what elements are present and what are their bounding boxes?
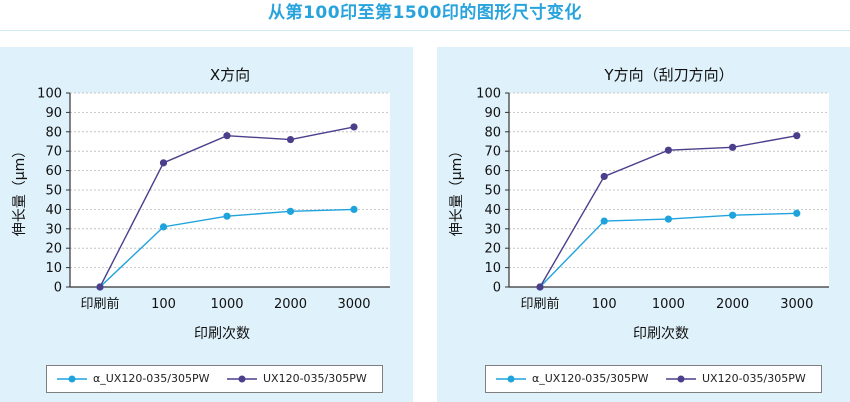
y-tick-label: 30: [45, 222, 62, 237]
y-tick-label: 40: [484, 203, 501, 218]
y-tick-label: 70: [484, 145, 501, 160]
data-point-series1: [350, 205, 358, 213]
data-point-series1: [159, 223, 168, 231]
x-tick-label: 印刷前: [520, 296, 559, 312]
legend-label-series1: α_UX120-035/305PW: [93, 372, 210, 385]
x-axis-label: 印刷次数: [633, 326, 689, 342]
data-point-series2: [350, 123, 358, 131]
data-point-series1: [286, 207, 295, 215]
data-point-series1: [223, 212, 231, 220]
data-point-series2: [159, 159, 168, 167]
legend-x: α_UX120-035/305PW UX120-035/305PW: [46, 365, 383, 393]
chart-title: X方向: [210, 66, 250, 84]
y-tick-label: 100: [476, 87, 501, 102]
chart-y-direction: 0 10 20 30 40 50 60 70 80 90 100 印刷前 100 1000 2000 3000…: [449, 66, 829, 342]
x-tick-label: 印刷前: [80, 296, 119, 312]
y-tick-label: 10: [45, 261, 62, 276]
x-tick-label: 100: [592, 297, 617, 312]
x-tick-label: 3000: [780, 297, 813, 312]
y-tick-label: 70: [45, 145, 62, 160]
y-tick-label: 20: [484, 242, 501, 257]
legend-label-series2: UX120-035/305PW: [263, 372, 367, 385]
y-axis-label: 伸长量（μm）: [449, 144, 465, 237]
x-axis-label: 印刷次数: [194, 326, 250, 342]
data-point-series2: [664, 146, 672, 154]
data-point-series2: [286, 135, 295, 144]
y-tick-label: 60: [484, 164, 501, 179]
data-point-series2: [96, 283, 104, 291]
y-tick-label: 60: [45, 164, 62, 179]
data-point-series2: [223, 132, 231, 140]
chart-panel-x: 0 10 20 30 40 50 60 70 80 90 100 印刷前 100 1000 2000 3000…: [0, 47, 413, 402]
legend-label-series1: α_UX120-035/305PW: [532, 372, 649, 385]
legend-label-series2: UX120-035/305PW: [702, 372, 806, 385]
data-point-series1: [600, 217, 608, 225]
data-point-series1: [729, 211, 737, 219]
data-point-series1: [664, 215, 672, 223]
legend-swatch-series2: [666, 375, 696, 383]
data-point-series2: [729, 143, 737, 151]
x-tick-label: 1000: [652, 297, 685, 312]
legend-swatch-series2: [227, 375, 257, 383]
y-tick-label: 80: [484, 125, 501, 140]
y-tick-label: 0: [54, 281, 62, 296]
x-tick-label: 2000: [716, 297, 749, 312]
data-point-series2: [600, 172, 608, 181]
x-tick-label: 100: [151, 297, 176, 312]
legend-y: α_UX120-035/305PW UX120-035/305PW: [485, 365, 822, 393]
data-point-series2: [793, 132, 801, 140]
y-tick-label: 10: [484, 261, 501, 276]
x-tick-label: 3000: [337, 297, 370, 312]
data-point-series2: [536, 283, 544, 291]
y-tick-label: 0: [493, 281, 501, 296]
data-point-series1: [793, 209, 801, 217]
y-tick-label: 20: [45, 242, 62, 257]
y-tick-label: 90: [484, 106, 501, 121]
y-tick-label: 30: [484, 222, 501, 237]
y-tick-label: 80: [45, 125, 62, 140]
page-title: 从第100印至第1500印的图形尺寸变化: [268, 3, 582, 23]
chart-panel-y: 0 10 20 30 40 50 60 70 80 90 100 印刷前 100 1000 2000 3000…: [437, 47, 850, 402]
y-tick-label: 100: [37, 87, 62, 102]
x-tick-label: 1000: [210, 297, 243, 312]
y-tick-label: 50: [45, 184, 62, 199]
y-tick-label: 90: [45, 106, 62, 121]
y-axis-label: 伸长量（μm）: [12, 144, 28, 237]
chart-title: Y方向（刮刀方向）: [603, 66, 733, 84]
y-tick-label: 40: [45, 203, 62, 218]
y-tick-label: 50: [484, 184, 501, 199]
title-divider: [0, 30, 850, 31]
x-tick-label: 2000: [274, 297, 307, 312]
legend-swatch-series1: [57, 375, 87, 383]
chart-x-direction: 0 10 20 30 40 50 60 70 80 90 100 印刷前 100 1000 2000 3000…: [12, 66, 390, 342]
legend-swatch-series1: [496, 375, 526, 383]
